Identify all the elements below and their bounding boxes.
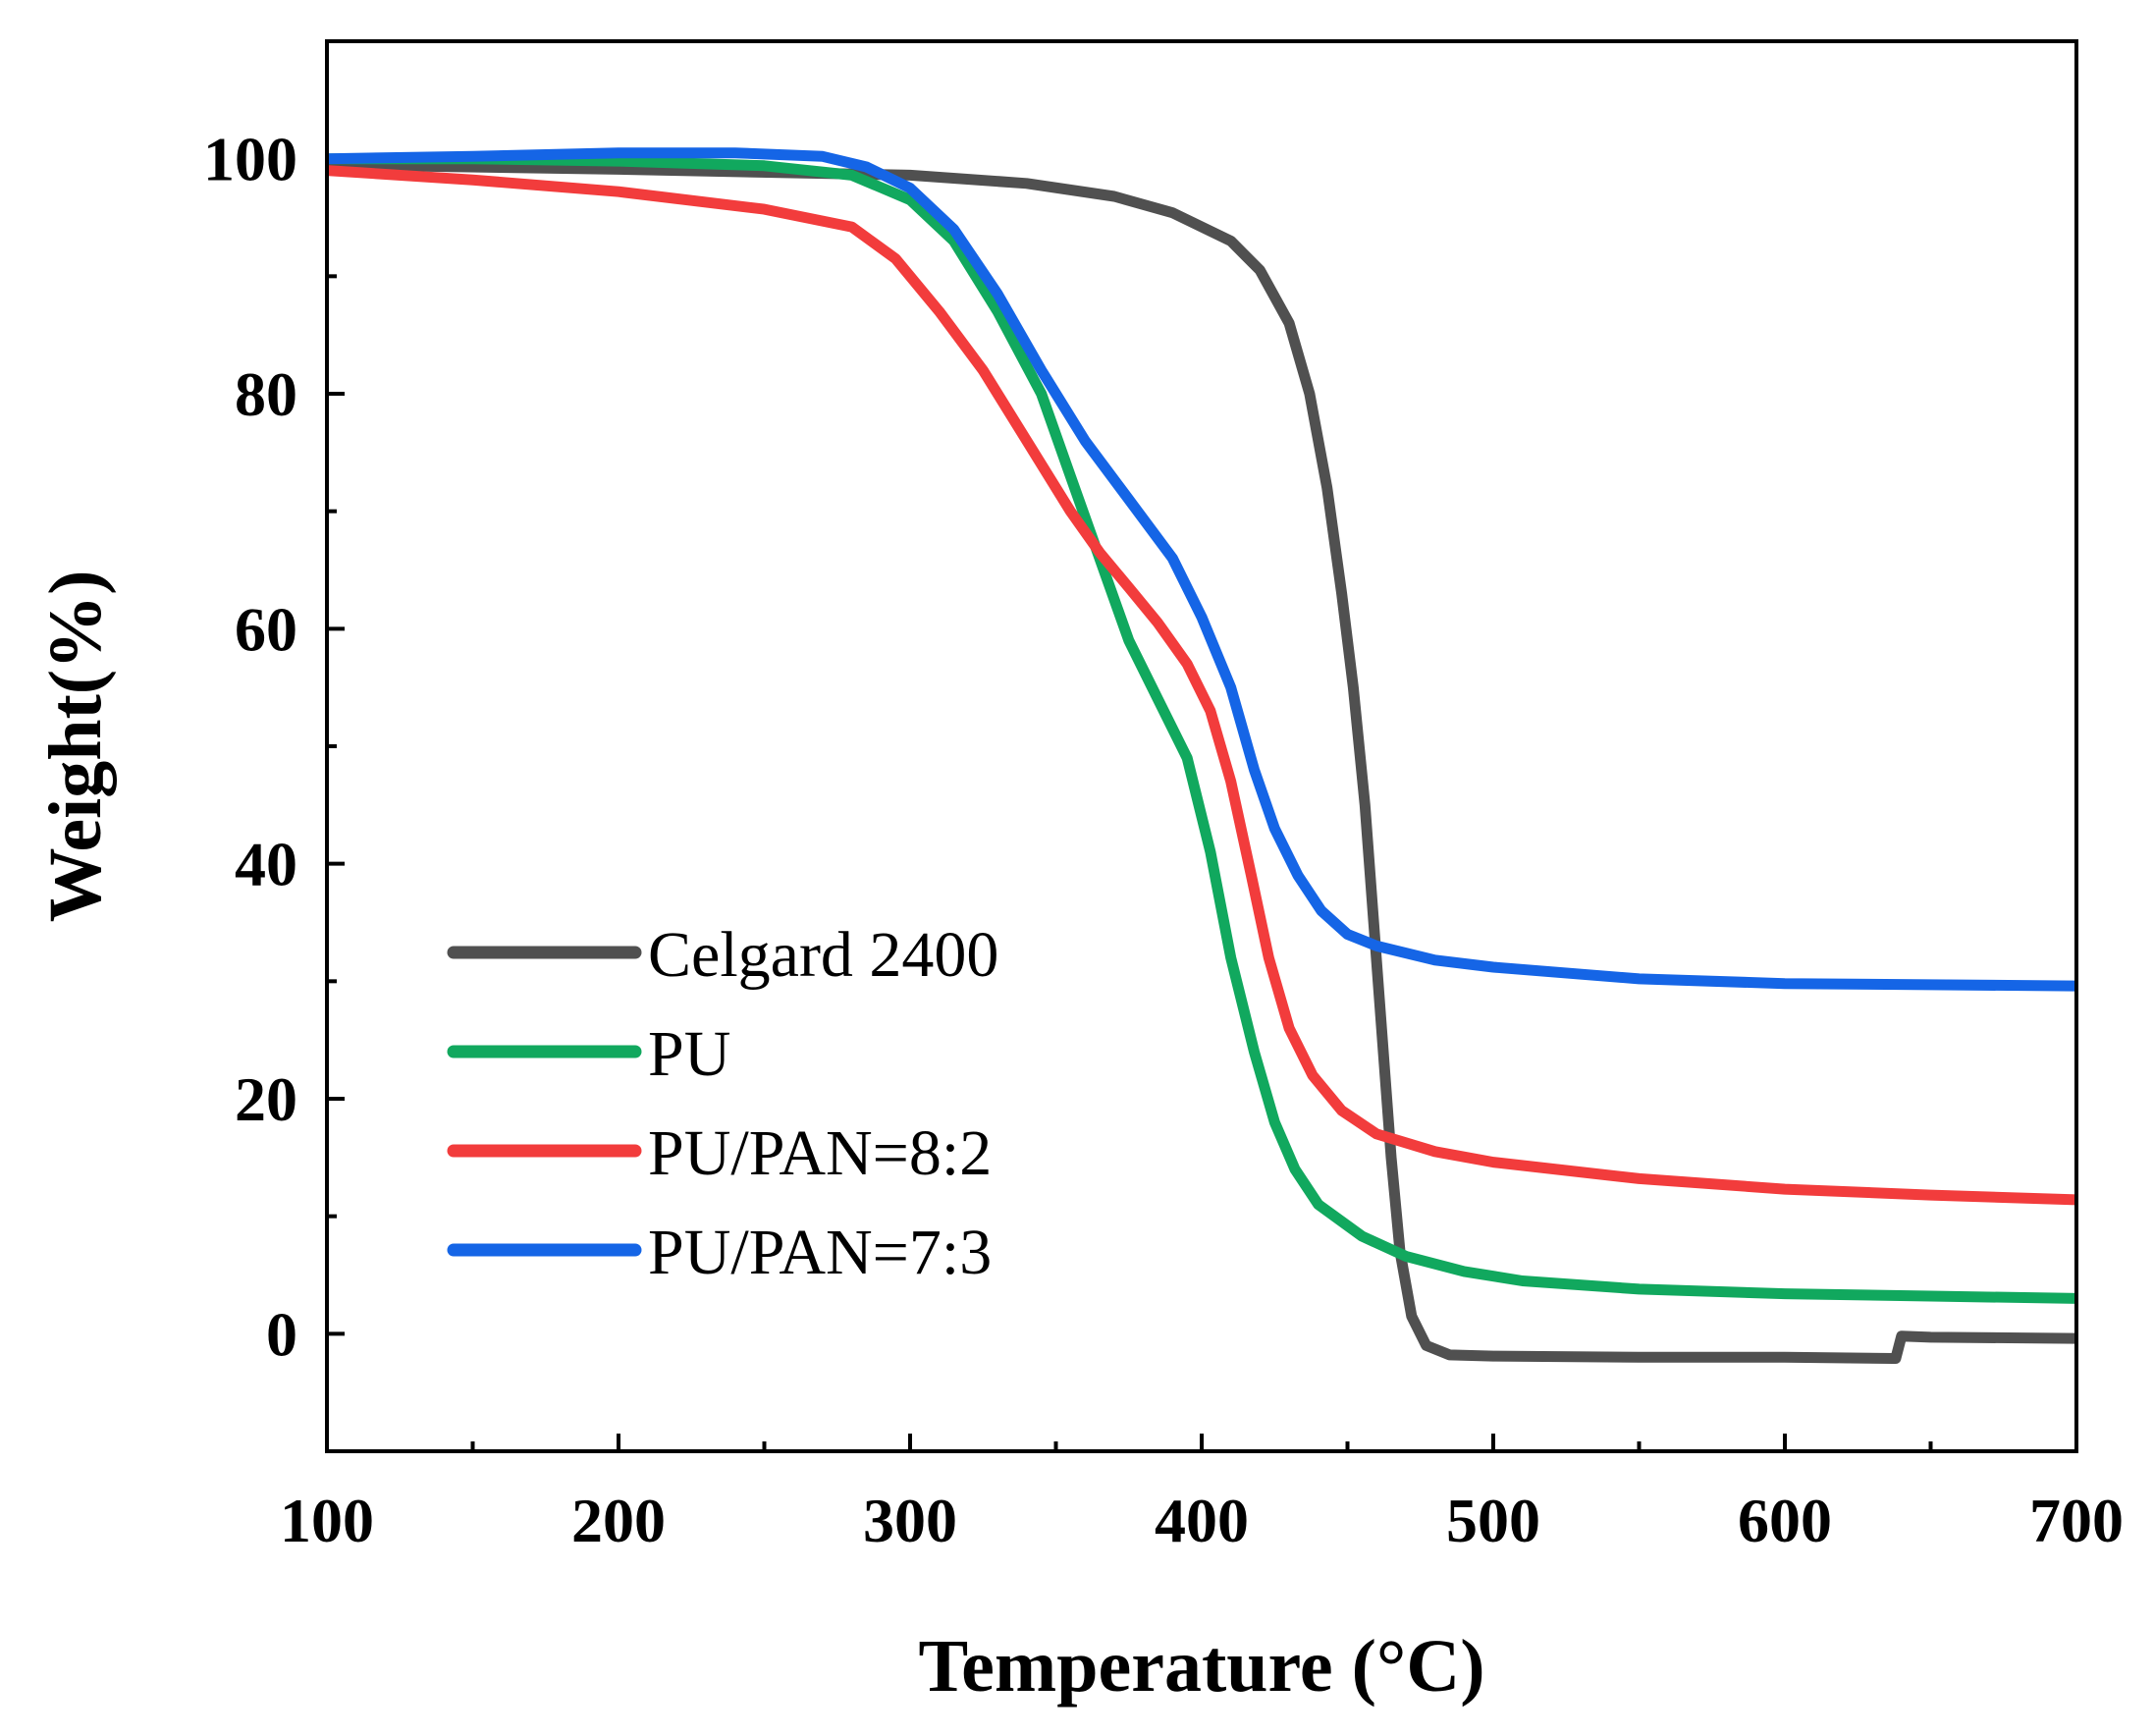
series-line-pu-pan-7-3 [327,147,2076,992]
series-line-pu [327,153,2076,1304]
x-tick-label: 600 [1738,1486,1832,1555]
legend: Celgard 2400 PU PU/PAN=8:2 PU/PAN=7:3 [447,919,998,1288]
legend-label: Celgard 2400 [648,919,998,991]
x-tick-label: 200 [571,1486,666,1555]
x-axis-title: Temperature (°C) [918,1625,1484,1708]
series-line-celgard-2400 [327,159,2076,1364]
legend-item: PU/PAN=8:2 [447,1117,992,1189]
legend-item: PU [447,1018,730,1090]
legend-item: PU/PAN=7:3 [447,1217,992,1288]
y-tick-label: 40 [235,830,297,899]
series-line-pu-pan-8-2 [327,165,2076,1206]
plot-frame [325,39,2078,1453]
legend-item: Celgard 2400 [447,919,998,991]
x-tick-label: 500 [1446,1486,1540,1555]
legend-label: PU/PAN=8:2 [648,1117,992,1189]
legend-label: PU [648,1018,730,1090]
plot-area [327,147,2076,1364]
y-axis-title: Weight(%) [34,570,117,923]
y-tick-label: 100 [203,125,297,194]
x-tick-label: 400 [1155,1486,1249,1555]
legend-label: PU/PAN=7:3 [648,1217,992,1288]
tick-labels: 100 200 300 400 500 600 700 0 20 40 60 80 100 [203,125,2124,1555]
y-tick-label: 80 [235,359,297,429]
x-tick-label: 100 [280,1486,374,1555]
x-tick-label: 700 [2029,1486,2124,1555]
y-tick-label: 0 [266,1299,297,1369]
x-tick-label: 300 [863,1486,957,1555]
y-tick-label: 20 [235,1064,297,1134]
y-tick-label: 60 [235,594,297,664]
